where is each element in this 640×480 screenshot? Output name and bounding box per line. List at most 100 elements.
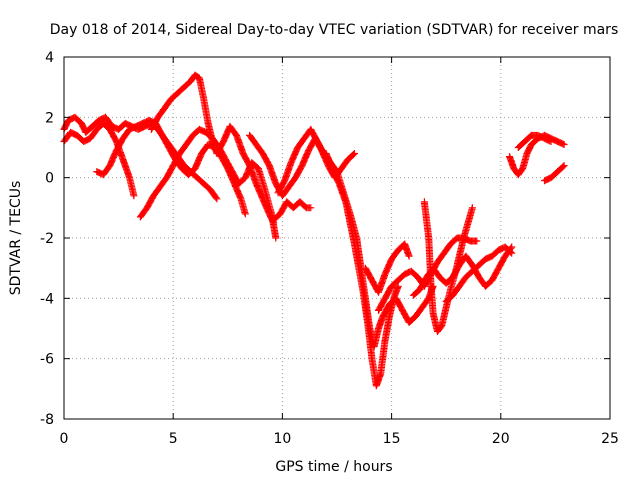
data-point	[272, 234, 280, 242]
data-point	[248, 159, 261, 172]
data-point	[385, 296, 397, 320]
data-point	[200, 180, 213, 193]
data-point	[281, 160, 295, 185]
data-point	[193, 174, 207, 187]
data-point	[344, 151, 357, 164]
x-tick-label: 5	[169, 431, 178, 447]
data-point	[388, 277, 401, 290]
data-point	[213, 139, 227, 157]
data-point	[394, 282, 402, 290]
series-sat-l	[420, 198, 476, 335]
y-tick-label: 2	[45, 110, 54, 126]
y-tick-label: -6	[40, 352, 54, 368]
data-point	[230, 180, 244, 201]
data-point	[455, 236, 467, 260]
data-point	[375, 296, 388, 314]
data-point	[495, 253, 508, 272]
data-point	[514, 139, 528, 151]
data-point	[449, 284, 462, 299]
data-point	[274, 178, 288, 197]
data-point	[130, 192, 138, 200]
data-point	[119, 156, 133, 180]
data-point	[346, 219, 358, 246]
data-point	[241, 210, 249, 218]
data-point	[370, 326, 382, 351]
data-point	[335, 180, 349, 204]
data-point	[523, 142, 535, 157]
data-point	[407, 267, 421, 280]
data-point	[88, 117, 102, 130]
data-point	[447, 235, 460, 248]
data-point	[163, 163, 176, 182]
data-point	[252, 141, 266, 156]
data-point	[473, 237, 481, 245]
data-point	[99, 163, 113, 179]
data-point	[102, 113, 115, 129]
x-tick-label: 0	[60, 431, 69, 447]
data-point	[460, 220, 472, 242]
data-point	[206, 186, 220, 201]
data-point	[278, 184, 292, 200]
data-point	[560, 162, 568, 170]
data-point	[237, 195, 249, 216]
data-point	[204, 119, 216, 144]
series-sat-g	[270, 198, 315, 224]
data-point	[412, 305, 425, 320]
data-point	[112, 136, 126, 154]
axis-ticks: 0 5 10 15 20 25 -8 -6 -4 -2 0 2 4	[40, 50, 619, 447]
data-point	[449, 263, 463, 281]
x-tick-label: 25	[601, 431, 619, 447]
data-point	[287, 145, 301, 167]
data-point	[519, 151, 531, 173]
data-point	[222, 156, 235, 174]
data-point	[185, 166, 198, 179]
x-tick-label: 15	[383, 431, 401, 447]
data-point	[246, 131, 259, 147]
data-point	[126, 174, 137, 198]
data-point	[547, 138, 555, 145]
data-point	[246, 162, 260, 186]
data-point	[438, 305, 450, 329]
data-point	[462, 268, 475, 281]
y-tick-label: 0	[45, 171, 54, 187]
data-point	[180, 78, 194, 91]
data-point	[254, 165, 268, 192]
data-point	[514, 166, 526, 179]
data-point	[195, 74, 207, 102]
data-point	[434, 323, 445, 335]
data-point	[86, 127, 100, 142]
x-tick-label: 10	[273, 431, 291, 447]
data-point	[427, 279, 437, 316]
data-point	[488, 266, 502, 284]
data-point	[547, 169, 560, 182]
data-point	[342, 198, 354, 225]
data-series	[60, 71, 568, 390]
data-point	[285, 175, 299, 191]
chart-title: Day 018 of 2014, Sidereal Day-to-day VTE…	[50, 22, 618, 38]
data-point	[292, 163, 305, 182]
data-point	[388, 247, 401, 263]
data-point	[381, 284, 395, 302]
data-point	[416, 275, 430, 293]
data-point	[488, 247, 501, 260]
data-point	[394, 271, 408, 284]
data-point	[418, 296, 432, 311]
y-axis-label: SDTVAR / TECUs	[8, 181, 24, 296]
data-point	[259, 195, 273, 216]
data-point	[361, 264, 375, 283]
data-point	[434, 250, 447, 266]
data-point	[322, 150, 336, 171]
data-point	[508, 249, 516, 257]
data-point	[307, 204, 315, 212]
data-point	[527, 136, 541, 148]
data-point	[174, 84, 187, 97]
data-point	[462, 252, 475, 268]
data-point	[265, 162, 279, 186]
data-point	[143, 193, 157, 212]
data-point	[375, 272, 388, 296]
data-point	[381, 257, 395, 278]
data-point	[508, 243, 516, 251]
series-sat-i	[322, 150, 402, 390]
data-point	[377, 338, 389, 378]
grid-lines	[64, 57, 610, 419]
